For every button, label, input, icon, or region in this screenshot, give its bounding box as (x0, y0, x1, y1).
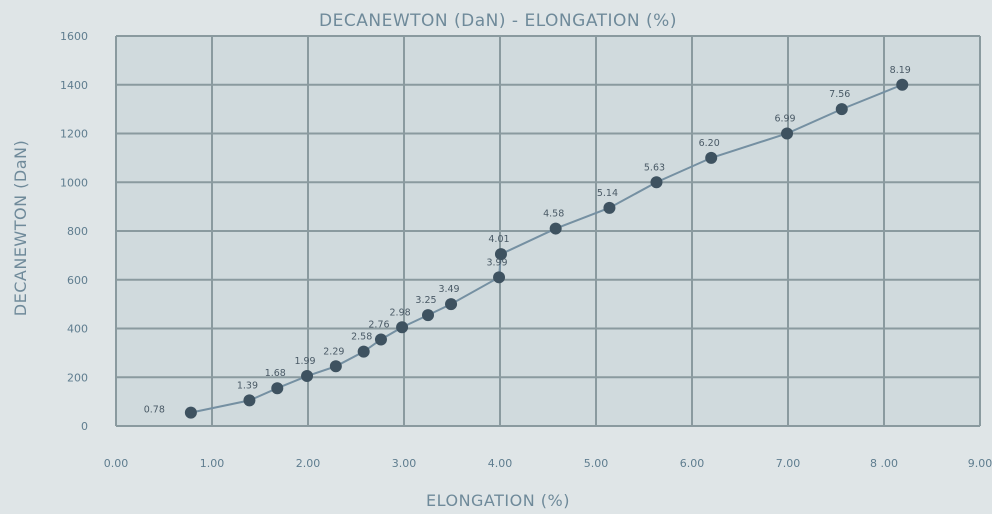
data-label: 5.14 (597, 188, 618, 199)
data-label: 6.20 (699, 138, 720, 149)
x-tick-label: 1.00 (200, 457, 225, 470)
x-axis-ticks: 0.00 1.00 2.00 3.00 4.00 5.00 6.00 7.00 8 .00 9.0… (104, 457, 992, 470)
data-label: 0.78 (144, 405, 165, 416)
data-point (329, 360, 342, 373)
y-axis-ticks: 0 200 400 600 800 1000 1200 1400 1600 (60, 30, 88, 433)
data-point (494, 248, 507, 261)
y-tick-label: 200 (67, 371, 88, 384)
data-point (493, 271, 506, 284)
data-point (184, 406, 197, 419)
data-point (445, 298, 458, 311)
data-label: 2.29 (323, 346, 344, 357)
data-label: 6.99 (774, 114, 795, 125)
x-tick-label: 8 .00 (870, 457, 898, 470)
x-tick-label: 5.00 (584, 457, 609, 470)
chart-title: DECANEWTON (DaN) - ELONGATION (%) (319, 11, 677, 31)
data-point (357, 345, 370, 358)
y-tick-label: 800 (67, 225, 88, 238)
data-label: 7.56 (829, 89, 850, 100)
data-label: 1.99 (294, 356, 315, 367)
data-label: 3.25 (415, 295, 436, 306)
y-tick-label: 400 (67, 323, 88, 336)
data-label: 2.76 (368, 319, 389, 330)
data-point (396, 321, 409, 334)
data-point (603, 201, 616, 214)
x-tick-label: 9.00 (968, 457, 992, 470)
data-point (650, 176, 663, 189)
data-label: 1.39 (237, 380, 258, 391)
x-tick-label: 4.00 (488, 457, 513, 470)
y-tick-label: 0 (81, 420, 88, 433)
x-tick-label: 0.00 (104, 457, 129, 470)
series-group (184, 78, 909, 419)
x-tick-label: 3.00 (392, 457, 417, 470)
data-label: 4.58 (543, 209, 564, 220)
data-point (243, 394, 256, 407)
data-point (781, 127, 794, 140)
grid (115, 35, 981, 427)
data-labels: 0.78 1.39 1.68 1.99 2.29 2.58 2.762.98 3.253.49… (144, 65, 911, 416)
y-tick-label: 600 (67, 274, 88, 287)
data-label: 1.68 (265, 368, 286, 379)
data-label: 8.19 (890, 65, 911, 76)
y-axis-title: DECANEWTON (DaN) (11, 140, 30, 316)
data-label: 2.98 (390, 307, 411, 318)
data-point (705, 151, 718, 164)
y-tick-label: 1200 (60, 128, 88, 141)
data-point (896, 78, 909, 91)
data-point (422, 309, 434, 322)
x-tick-label: 7.00 (776, 457, 801, 470)
data-label: 5.63 (644, 162, 665, 173)
data-point (549, 222, 562, 235)
y-tick-label: 1600 (60, 30, 88, 43)
data-label: 3.49 (438, 284, 459, 295)
y-tick-label: 1000 (60, 176, 88, 189)
data-label: 2.58 (351, 332, 372, 343)
data-label: 3.99 (486, 257, 507, 268)
data-point (835, 103, 848, 116)
y-tick-label: 1400 (60, 79, 88, 92)
data-point (374, 333, 387, 346)
x-tick-label: 2.00 (296, 457, 321, 470)
data-point (301, 370, 314, 383)
x-axis-title: ELONGATION (%) (426, 491, 570, 510)
data-point (271, 382, 284, 395)
x-tick-label: 6.00 (680, 457, 705, 470)
data-label: 4.01 (488, 234, 509, 245)
